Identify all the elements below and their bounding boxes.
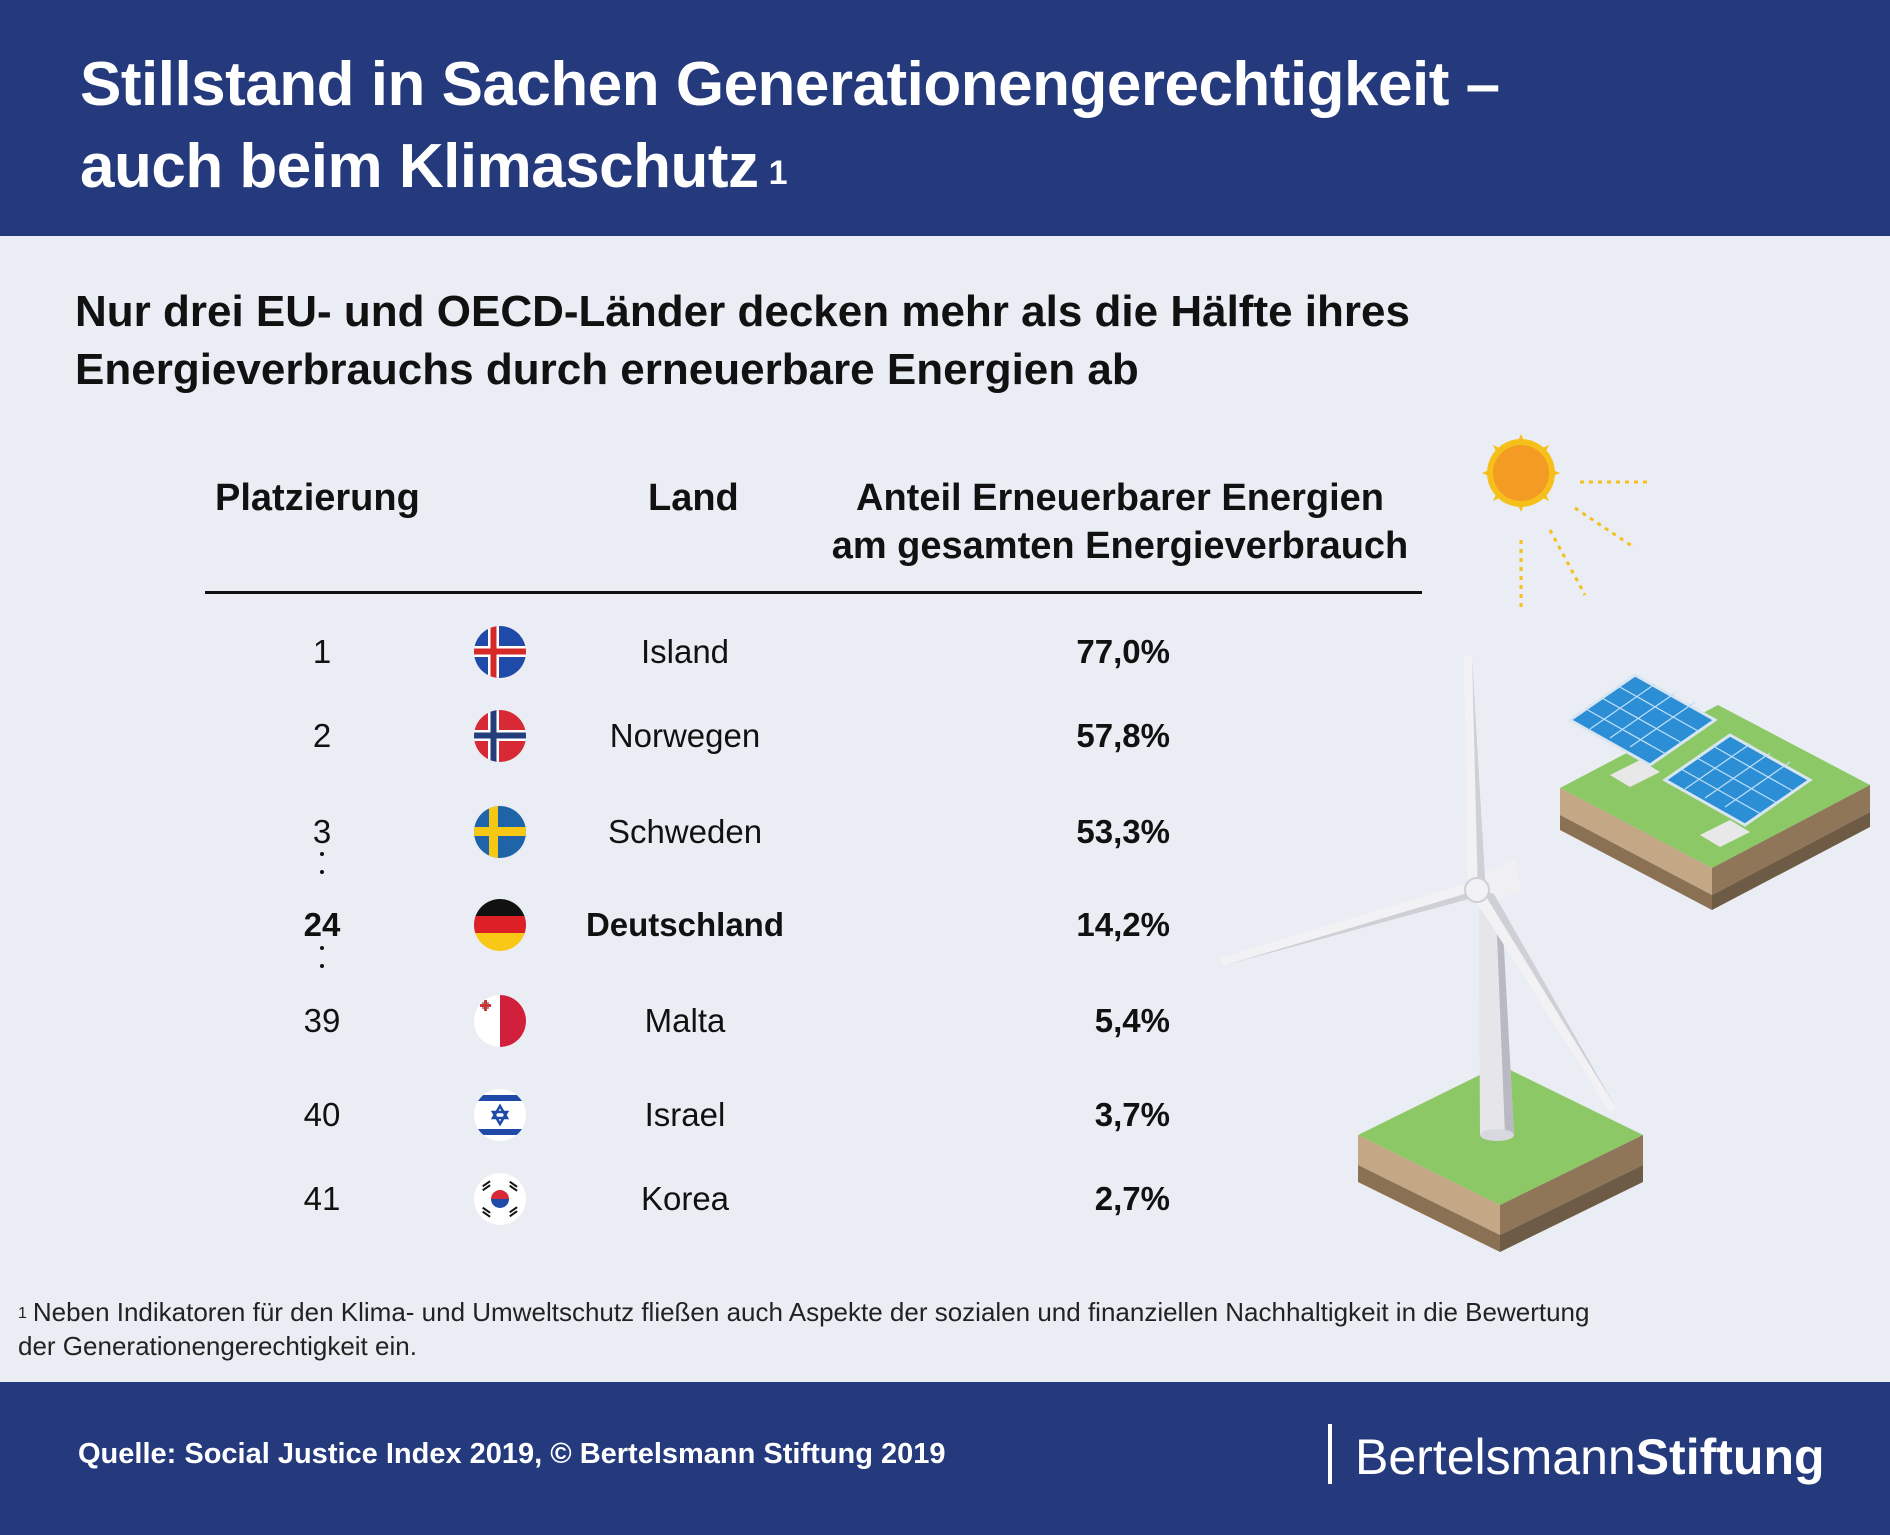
table-row: 39 Malta 5,4%	[0, 991, 1400, 1051]
solar-panels-icon	[1560, 673, 1870, 910]
share-value-cell: 77,0%	[1076, 633, 1170, 670]
share-value-cell: 2,7%	[1094, 1180, 1170, 1217]
rank-cell: 3	[312, 813, 332, 850]
table-row: 2 Norwegen 57,8%	[0, 706, 1400, 766]
title-line-1: Stillstand in Sachen Generationengerecht…	[80, 50, 1500, 119]
title-line-2: auch beim Klimaschutz 1	[80, 126, 1780, 208]
rank-cell: 1	[312, 633, 332, 670]
footnote-mark: 1	[18, 1305, 27, 1322]
malta-flag-icon	[474, 995, 526, 1047]
rank-cell: 39	[303, 1002, 341, 1039]
table-row: 1 Island 77,0%	[0, 622, 1400, 682]
wind-turbine-icon	[1220, 656, 1643, 1252]
subtitle-line-1: Nur drei EU- und OECD-Länder decken mehr…	[75, 287, 1410, 336]
title-line-2-text: auch beim Klimaschutz	[80, 132, 759, 201]
subtitle-line-2: Energieverbrauchs durch erneuerbare Ener…	[75, 345, 1139, 394]
sweden-flag-icon	[474, 806, 526, 858]
title-footnote-mark: 1	[768, 154, 788, 192]
header-divider	[205, 591, 1422, 594]
share-value-cell: 3,7%	[1094, 1096, 1170, 1133]
page-title: Stillstand in Sachen Generationengerecht…	[80, 44, 1780, 208]
share-value-cell: 57,8%	[1076, 717, 1170, 754]
share-value-cell: 14,2%	[1076, 906, 1170, 943]
ellipsis-dots	[320, 946, 324, 982]
logo-part-2: Stiftung	[1635, 1429, 1825, 1485]
share-value-cell: 5,4%	[1094, 1002, 1170, 1039]
footnote-line-1: 1 Neben Indikatoren für den Klima- und Um…	[18, 1295, 1638, 1329]
country-cell: Schweden	[607, 813, 763, 850]
logo-part-1: Bertelsmann	[1355, 1429, 1636, 1485]
column-header-share: Anteil Erneuerbarer Energien am gesamten…	[820, 474, 1420, 570]
rank-cell: 24	[303, 906, 341, 943]
germany-flag-icon	[474, 899, 526, 951]
share-value-cell: 53,3%	[1076, 813, 1170, 850]
subtitle: Nur drei EU- und OECD-Länder decken mehr…	[75, 283, 1575, 399]
country-cell: Deutschland	[585, 906, 785, 943]
footnote: 1 Neben Indikatoren für den Klima- und Um…	[18, 1295, 1638, 1363]
column-header-country: Land	[648, 477, 739, 519]
rank-cell: 2	[312, 717, 332, 754]
table-row: 41 Korea 2,7%	[0, 1169, 1400, 1229]
norway-flag-icon	[474, 710, 526, 762]
logo-divider	[1328, 1424, 1332, 1484]
table-row: 3 Schweden 53,3%	[0, 802, 1400, 862]
header-banner: Stillstand in Sachen Generationengerecht…	[0, 0, 1890, 236]
column-header-share-line-2: am gesamten Energieverbrauch	[831, 525, 1409, 567]
korea-flag-icon	[474, 1173, 526, 1225]
israel-flag-icon	[474, 1089, 526, 1141]
iceland-flag-icon	[474, 626, 526, 678]
column-header-rank: Platzierung	[215, 477, 420, 519]
source-text: Quelle: Social Justice Index 2019, © Ber…	[78, 1438, 946, 1470]
bertelsmann-stiftung-logo: BertelsmannStiftung	[1355, 1427, 1825, 1487]
rank-cell: 41	[303, 1180, 341, 1217]
country-cell: Norwegen	[609, 717, 761, 754]
sun-icon	[1482, 434, 1650, 610]
country-cell: Malta	[644, 1002, 726, 1039]
footnote-line-2: der Generationengerechtigkeit ein.	[18, 1331, 417, 1361]
rank-cell: 40	[303, 1096, 341, 1133]
country-cell: Israel	[644, 1096, 726, 1133]
footnote-line-1-text: Neben Indikatoren für den Klima- und Umw…	[32, 1297, 1590, 1327]
country-cell: Korea	[640, 1180, 730, 1217]
renewable-energy-illustration	[1220, 434, 1870, 1252]
table-row: 40 Israel 3,7%	[0, 1085, 1400, 1145]
table-row: 24 Deutschland 14,2%	[0, 895, 1400, 955]
column-header-share-line-1: Anteil Erneuerbarer Energien	[856, 477, 1384, 519]
footer-banner	[0, 1382, 1890, 1535]
country-cell: Island	[640, 633, 730, 670]
ellipsis-dots	[320, 852, 324, 888]
